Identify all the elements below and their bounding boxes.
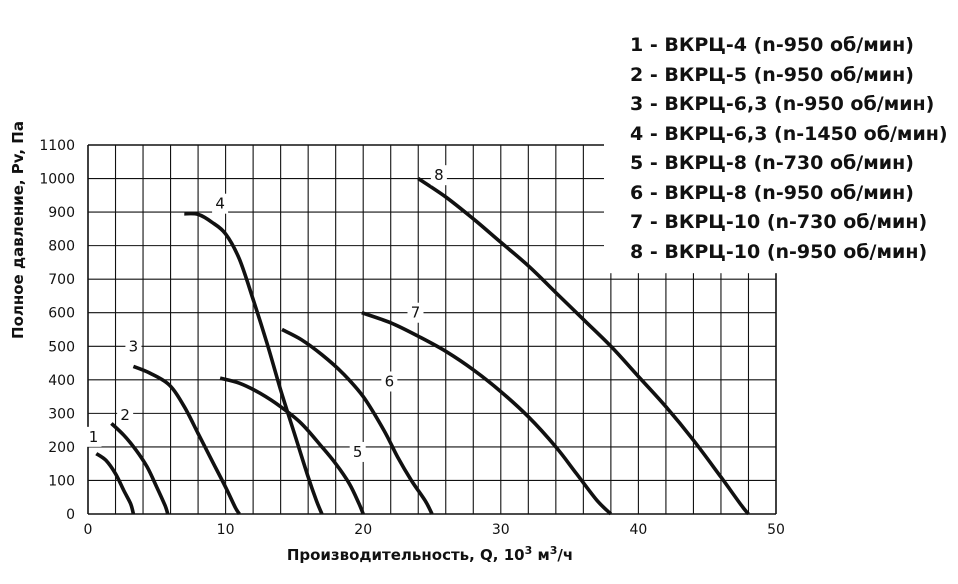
legend-item: 4 - ВКРЦ-6,3 (n-1450 об/мин)	[630, 122, 948, 145]
y-tick-label: 1000	[39, 172, 75, 188]
legend-background	[604, 143, 780, 274]
x-tick-label: 10	[217, 522, 235, 538]
curve-2	[110, 422, 170, 515]
y-tick-label: 1100	[39, 138, 75, 154]
curve-label-bg	[125, 336, 142, 357]
curve-label-bg	[407, 302, 424, 323]
legend-item: 5 - ВКРЦ-8 (n-730 об/мин)	[630, 152, 914, 174]
curve-6	[281, 327, 434, 515]
x-tick-label: 40	[629, 522, 647, 538]
curve-7	[361, 311, 613, 516]
y-tick-label: 100	[48, 473, 75, 489]
curve-label-4: 4	[215, 195, 225, 213]
curve-label-bg	[117, 405, 134, 426]
legend-item: 3 - ВКРЦ-6,3 (n-950 об/мин)	[630, 93, 935, 115]
y-tick-label: 900	[48, 205, 75, 221]
curve-4	[184, 211, 324, 515]
legend-item: 8 - ВКРЦ-10 (n-950 об/мин)	[630, 240, 928, 263]
curve-label-bg	[381, 371, 398, 392]
x-axis-ticks: 0 10 20 30 40 50	[84, 522, 785, 538]
y-tick-label: 700	[48, 272, 75, 288]
curve-label-2: 2	[120, 406, 130, 424]
curve-labels: 1 2 3 4 5 6 7 8	[85, 165, 447, 462]
x-tick-label: 50	[767, 522, 785, 538]
legend-item: 6 - ВКРЦ-8 (n-950 об/мин)	[630, 181, 914, 204]
curve-5	[219, 376, 365, 515]
curve-label-3: 3	[129, 337, 139, 355]
curve-label-bg	[430, 165, 447, 186]
curve-label-7: 7	[411, 304, 421, 322]
legend-item: 1 - ВКРЦ-4 (n-950 об/мин)	[630, 34, 914, 56]
curve-3	[132, 364, 241, 516]
curve-1	[95, 452, 136, 515]
legend: 1 - ВКРЦ-4 (n-950 об/мин) 2 - ВКРЦ-5 (n-…	[630, 31, 948, 267]
curve-label-bg	[85, 426, 102, 447]
curve-label-bg	[349, 441, 366, 462]
y-tick-label: 800	[48, 239, 75, 255]
curve-label-1: 1	[89, 428, 99, 446]
x-axis-title: Производительность, Q, 103 м3/ч	[287, 544, 573, 564]
legend-item: 2 - ВКРЦ-5 (n-950 об/мин)	[630, 63, 914, 86]
curve-label-5: 5	[353, 443, 363, 461]
y-axis-title: Полное давление, Pv, Па	[9, 121, 27, 339]
x-tick-label: 20	[354, 522, 372, 538]
y-tick-label: 0	[66, 507, 75, 523]
y-axis-ticks: 0 100 200 300 400 500 600 700 800 900 1000 1100	[39, 138, 75, 523]
legend-item: 7 - ВКРЦ-10 (n-730 об/мин)	[630, 211, 928, 233]
curve-label-bg	[212, 193, 229, 214]
x-tick-label: 0	[84, 522, 93, 538]
y-tick-label: 500	[48, 339, 75, 355]
curve-label-8: 8	[434, 166, 444, 184]
x-tick-label: 30	[492, 522, 510, 538]
chart-curves	[95, 177, 750, 516]
y-tick-label: 400	[48, 373, 75, 389]
curve-label-6: 6	[385, 372, 395, 390]
y-tick-label: 600	[48, 306, 75, 322]
curve-8	[417, 177, 750, 516]
y-tick-label: 300	[48, 406, 75, 422]
y-tick-label: 200	[48, 440, 75, 456]
